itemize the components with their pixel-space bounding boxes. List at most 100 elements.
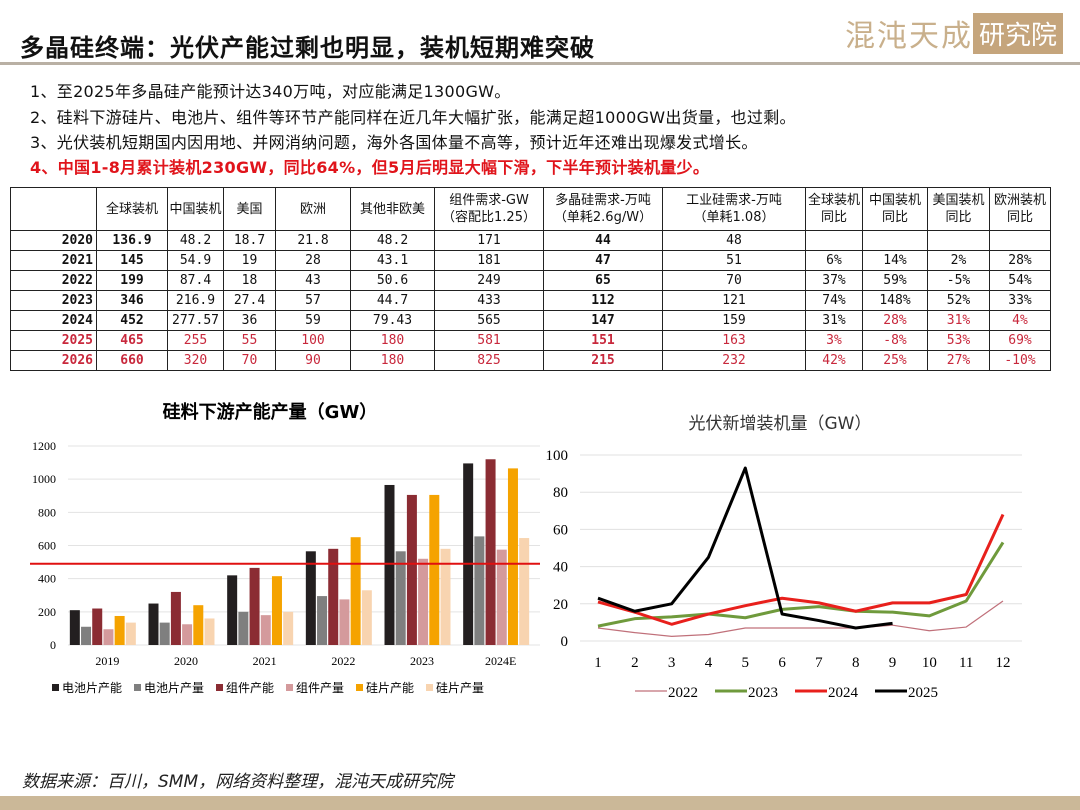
- table-cell: 21.8: [275, 230, 351, 251]
- table-cell: 50.6: [350, 270, 435, 291]
- legend-swatch: [356, 684, 363, 691]
- legend-swatch: [52, 684, 59, 691]
- logo-text: 混沌天成: [845, 19, 973, 54]
- table-cell: [862, 230, 928, 251]
- table-cell: 70: [662, 270, 806, 291]
- table-row: 2024 452 277.57 36 59 79.43 565 147 159 31% 28% 31%…: [10, 310, 1051, 331]
- table-cell: 346: [96, 290, 168, 311]
- table-cell: 53%: [927, 330, 990, 351]
- footer-band: [0, 796, 1080, 810]
- table-cell: 18.7: [223, 230, 276, 251]
- table-cell: 28%: [989, 250, 1051, 271]
- table-row: 2021 145 54.9 19 28 43.1 181 47 51 6% 14% 2% 28%: [10, 250, 1051, 271]
- table-cell: 25%: [862, 350, 928, 371]
- table-cell: 52%: [927, 290, 990, 311]
- table-cell: 79.43: [350, 310, 435, 331]
- table-cell: 121: [662, 290, 806, 311]
- legend-label: 硅片产能: [366, 681, 414, 695]
- table-cell: 54.9: [167, 250, 224, 271]
- x-tick-label: 12: [996, 655, 1011, 671]
- chart-title: 光伏新增装机量（GW）: [689, 414, 872, 434]
- table-cell: 2021: [10, 250, 97, 271]
- table-cell: 70: [223, 350, 276, 371]
- table-cell: 28: [275, 250, 351, 271]
- x-tick-label: 4: [705, 655, 713, 671]
- chart-title: 硅料下游产能产量（GW）: [163, 401, 378, 423]
- legend-label: 组件产量: [296, 681, 344, 695]
- column-header: 多晶硅需求-万吨 （单耗2.6g/W）: [543, 187, 663, 231]
- column-header: 欧洲装机 同比: [989, 187, 1051, 231]
- table-cell: 147: [543, 310, 663, 331]
- x-tick-label: 10: [922, 655, 937, 671]
- table-row: 2025 465 255 55 100 180 581 151 163 3% -8% 53% 69%: [10, 330, 1051, 351]
- point-1: 1、至2025年多晶硅产能预计达340万吨，对应能满足1300GW。: [30, 82, 511, 101]
- table-cell: 27%: [927, 350, 990, 371]
- table-cell: 660: [96, 350, 168, 371]
- x-tick-label: 5: [742, 655, 750, 671]
- y-tick-label: 0: [561, 634, 569, 650]
- legend-label: 2025: [908, 685, 938, 701]
- x-tick-label: 2023: [410, 654, 434, 668]
- table-cell: 47: [543, 250, 663, 271]
- x-tick-label: 11: [959, 655, 973, 671]
- bar-硅片产能: [507, 468, 518, 645]
- table-cell: 33%: [989, 290, 1051, 311]
- logo: 混沌天成 研究院: [845, 12, 1064, 54]
- column-header: 中国装机 同比: [862, 187, 928, 231]
- legend-swatch: [216, 684, 223, 691]
- capacity-table: 全球装机 中国装机 美国 欧洲 其他非欧美 组件需求-GW （容配比1.25） 多晶硅需求-万…: [10, 187, 1051, 371]
- series-line-2022: [597, 600, 1004, 637]
- table-cell: 2020: [10, 230, 97, 251]
- x-tick-label: 2: [631, 655, 639, 671]
- table-cell: 2023: [10, 290, 97, 311]
- bar-电池片产量: [317, 596, 328, 645]
- y-tick-label: 1000: [32, 472, 56, 486]
- table-cell: 148%: [862, 290, 928, 311]
- y-tick-label: 20: [553, 597, 568, 613]
- y-tick-label: 60: [553, 522, 568, 538]
- y-tick-label: 200: [38, 605, 56, 619]
- table-cell: 199: [96, 270, 168, 291]
- table-cell: 136.9: [96, 230, 168, 251]
- legend-label: 硅片产量: [436, 681, 484, 695]
- logo-badge: 研究院: [973, 12, 1064, 54]
- bar-电池片产量: [81, 626, 92, 645]
- column-header: 美国装机 同比: [927, 187, 990, 231]
- table-cell: [805, 230, 863, 251]
- y-tick-label: 1200: [32, 439, 56, 453]
- x-tick-label: 8: [852, 655, 860, 671]
- table-cell: 18: [223, 270, 276, 291]
- title-divider: [0, 62, 1080, 65]
- legend-swatch: [426, 684, 433, 691]
- x-tick-label: 2021: [253, 654, 277, 668]
- table-cell: 181: [434, 250, 544, 271]
- y-tick-label: 800: [38, 505, 56, 519]
- table-cell: 59%: [862, 270, 928, 291]
- table-cell: 14%: [862, 250, 928, 271]
- bar-组件产能: [170, 591, 181, 645]
- table-cell: 69%: [989, 330, 1051, 351]
- table-cell: [927, 230, 990, 251]
- table-cell: [989, 230, 1051, 251]
- table-cell: 452: [96, 310, 168, 331]
- table-cell: 112: [543, 290, 663, 311]
- table-cell: 277.57: [167, 310, 224, 331]
- x-tick-label: 2022: [331, 654, 355, 668]
- table-cell: 48.2: [350, 230, 435, 251]
- bar-电池片产能: [148, 603, 159, 645]
- bar-组件产量: [182, 624, 193, 645]
- x-tick-label: 9: [889, 655, 897, 671]
- legend-swatch: [286, 684, 293, 691]
- bar-硅片产量: [519, 538, 530, 645]
- table-cell: 59: [275, 310, 351, 331]
- table-cell: 54%: [989, 270, 1051, 291]
- table-cell: 55: [223, 330, 276, 351]
- table-cell: 3%: [805, 330, 863, 351]
- table-cell: 19: [223, 250, 276, 271]
- bar-组件产量: [339, 599, 350, 645]
- column-header: [10, 187, 97, 231]
- table-cell: 48.2: [167, 230, 224, 251]
- table-cell: 31%: [805, 310, 863, 331]
- table-cell: 44: [543, 230, 663, 251]
- page-title: 多晶硅终端：光伏产能过剩也明显，装机短期难突破: [20, 34, 595, 62]
